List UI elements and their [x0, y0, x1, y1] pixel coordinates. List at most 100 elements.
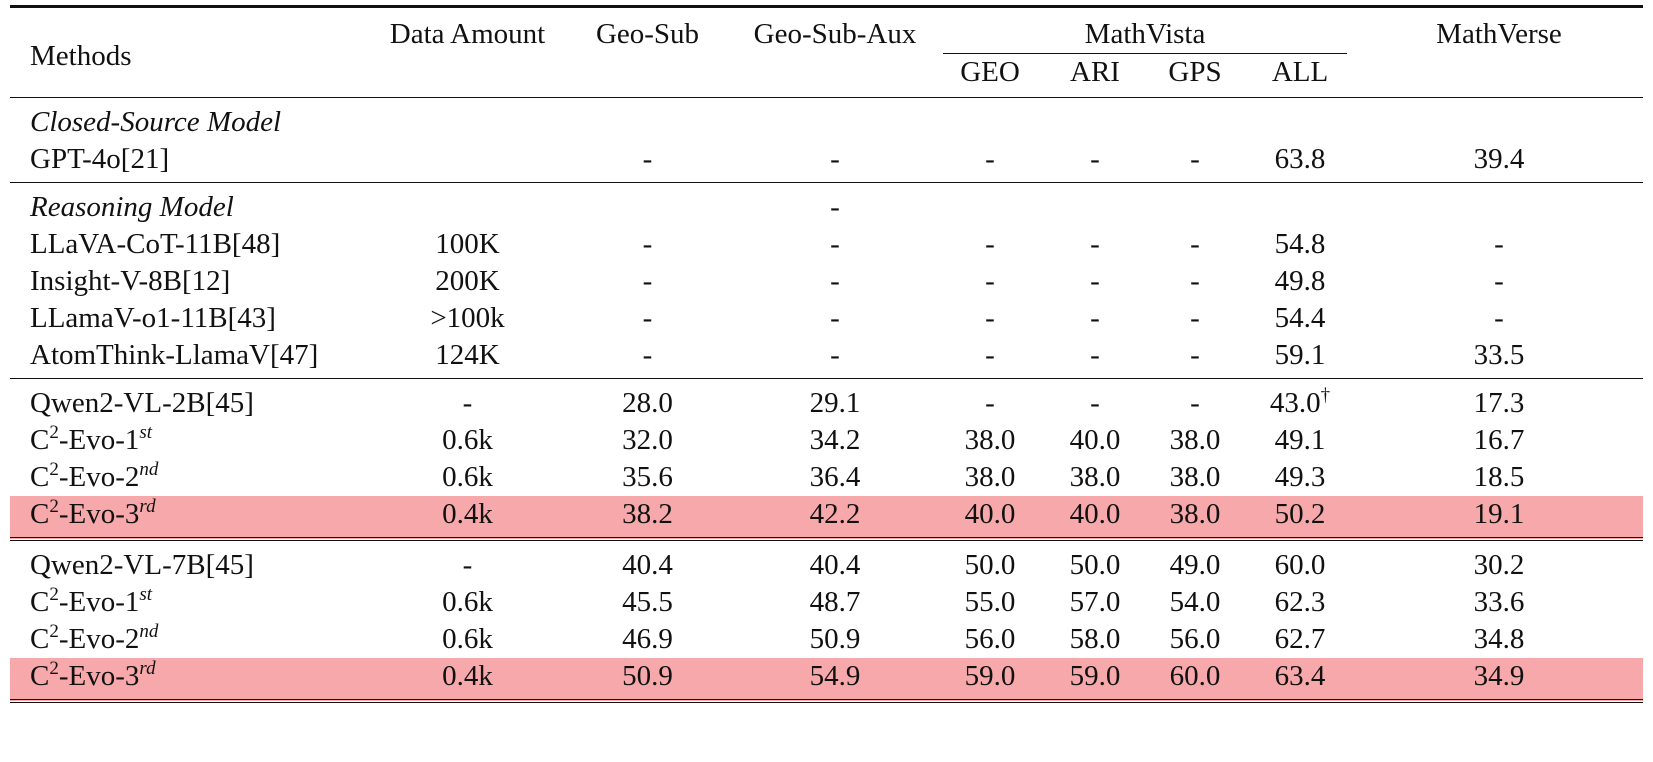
method-name: Qwen2-VL-7B[45] — [30, 549, 254, 581]
cell-data: >100k — [375, 300, 560, 337]
cell-value: - — [985, 387, 995, 419]
table-row: C2-Evo-2nd 0.6k 46.9 50.9 56.0 58.0 56.0 62.7 34… — [10, 621, 1643, 658]
cell-geo: - — [935, 300, 1045, 337]
cell-verse: - — [1355, 300, 1643, 337]
cell-value: - — [1090, 339, 1100, 371]
table-row: LLamaV-o1-11B[43] >100k - - - - - 54.4 - — [10, 300, 1643, 337]
results-table: Methods Data Amount Geo-Sub Geo-Sub-Aux … — [10, 5, 1643, 703]
cell-sub: - — [560, 263, 735, 300]
cell-sub: - — [560, 226, 735, 263]
cell-sub: 28.0 — [560, 379, 735, 423]
cell-value: 55.0 — [964, 586, 1016, 618]
cell-geo: 59.0 — [935, 658, 1045, 701]
cell-all: 63.4 — [1245, 658, 1355, 701]
header-methods: Methods — [30, 40, 132, 72]
cell-aux: 50.9 — [735, 621, 935, 658]
method-name: LLamaV-o1-11B[43] — [30, 302, 276, 334]
cell-geo: - — [935, 226, 1045, 263]
cell-sub: - — [560, 141, 735, 183]
cell-aux: 34.2 — [735, 422, 935, 459]
method-name-base: C — [30, 424, 50, 456]
header-geo-sub-aux: Geo-Sub-Aux — [753, 18, 917, 50]
cell-ari: - — [1045, 141, 1145, 183]
cell-data: 0.6k — [375, 459, 560, 496]
cell-sub: - — [560, 300, 735, 337]
cell-all: 60.0 — [1245, 539, 1355, 584]
table-row: C2-Evo-1st 0.6k 32.0 34.2 38.0 40.0 38.0 49.1 16… — [10, 422, 1643, 459]
cell-all: 49.1 — [1245, 422, 1355, 459]
cell-data — [375, 141, 560, 183]
cell-value: 50.0 — [964, 549, 1016, 581]
cell-value: 49.1 — [1274, 424, 1326, 456]
header-gps: GPS — [1168, 56, 1222, 88]
cell-value: 62.3 — [1274, 586, 1326, 618]
cell-verse: 30.2 — [1355, 539, 1643, 584]
table-row: C2-Evo-1st 0.6k 45.5 48.7 55.0 57.0 54.0 62.3 33… — [10, 584, 1643, 621]
cell-value: 35.6 — [622, 461, 673, 493]
cell-value: - — [1090, 265, 1100, 297]
method-name-mid: -Evo-2 — [58, 461, 140, 493]
cell-value: 63.8 — [1274, 143, 1326, 175]
cell-value: 40.0 — [1069, 424, 1121, 456]
cell-value: 43.0 — [1269, 387, 1321, 419]
method-name: C2-Evo-3rd — [10, 496, 375, 539]
cell-geo: 40.0 — [935, 496, 1045, 539]
cell-ari: 38.0 — [1045, 459, 1145, 496]
cell-value: - — [462, 387, 473, 419]
cell-value: 200K — [435, 265, 500, 297]
method-name-sup: 2 — [49, 422, 59, 443]
cell-gps: 56.0 — [1145, 621, 1245, 658]
cell-value: - — [1090, 228, 1100, 260]
cell-data: 100K — [375, 226, 560, 263]
cell-all: 54.4 — [1245, 300, 1355, 337]
cell-value: - — [985, 339, 995, 371]
cell-value: 60.0 — [1169, 660, 1221, 692]
cell-value: 38.0 — [1069, 461, 1121, 493]
cell-aux: 36.4 — [735, 459, 935, 496]
method-name: C2-Evo-3rd — [10, 658, 375, 701]
header-mathverse: MathVerse — [1436, 18, 1562, 50]
header-ari: ARI — [1070, 56, 1120, 88]
cell-sub: - — [560, 337, 735, 379]
method-name: GPT-4o[21] — [30, 143, 170, 175]
cell-data: 124K — [375, 337, 560, 379]
cell-value: 42.2 — [809, 498, 861, 530]
cell-ari: - — [1045, 226, 1145, 263]
method-name-mid: -Evo-1 — [58, 586, 140, 618]
cell-ari: - — [1045, 263, 1145, 300]
cell-gps: - — [1145, 379, 1245, 423]
cell-gps: 54.0 — [1145, 584, 1245, 621]
method-name-sup: 2 — [49, 658, 59, 679]
cell-value: - — [830, 302, 840, 334]
cell-gps: 38.0 — [1145, 422, 1245, 459]
cell-data: 0.4k — [375, 658, 560, 701]
cell-value: 124K — [435, 339, 500, 371]
cell-all: 62.3 — [1245, 584, 1355, 621]
cell-all: 49.3 — [1245, 459, 1355, 496]
cell-value: 40.0 — [1069, 498, 1121, 530]
cell-gps: - — [1145, 226, 1245, 263]
cell-value: 50.0 — [1069, 549, 1121, 581]
cell-all: 63.8 — [1245, 141, 1355, 183]
cell-geo: 56.0 — [935, 621, 1045, 658]
cell-data: 0.6k — [375, 621, 560, 658]
cell-value: 38.0 — [1169, 461, 1221, 493]
cell-value: - — [1494, 228, 1504, 260]
cell-geo: 55.0 — [935, 584, 1045, 621]
method-name-ordinal: st — [139, 422, 153, 443]
method-name: C2-Evo-1st — [10, 422, 375, 459]
cell-gps: 38.0 — [1145, 459, 1245, 496]
cell-gps: - — [1145, 141, 1245, 183]
cell-gps: - — [1145, 263, 1245, 300]
table-row: C2-Evo-3rd 0.4k 50.9 54.9 59.0 59.0 60.0 63.4 34… — [10, 658, 1643, 701]
method-name-sup: 2 — [49, 459, 59, 480]
cell-value: - — [830, 339, 840, 371]
cell-value: - — [985, 228, 995, 260]
cell-value: 59.1 — [1274, 339, 1326, 371]
cell-value: 19.1 — [1473, 498, 1525, 530]
table-row: Insight-V-8B[12] 200K - - - - - 49.8 - — [10, 263, 1643, 300]
method-name-ordinal: st — [139, 584, 153, 605]
section-title-reasoning: Reasoning Model — [10, 183, 375, 227]
header-all: ALL — [1271, 56, 1329, 88]
cell-sub: 45.5 — [560, 584, 735, 621]
